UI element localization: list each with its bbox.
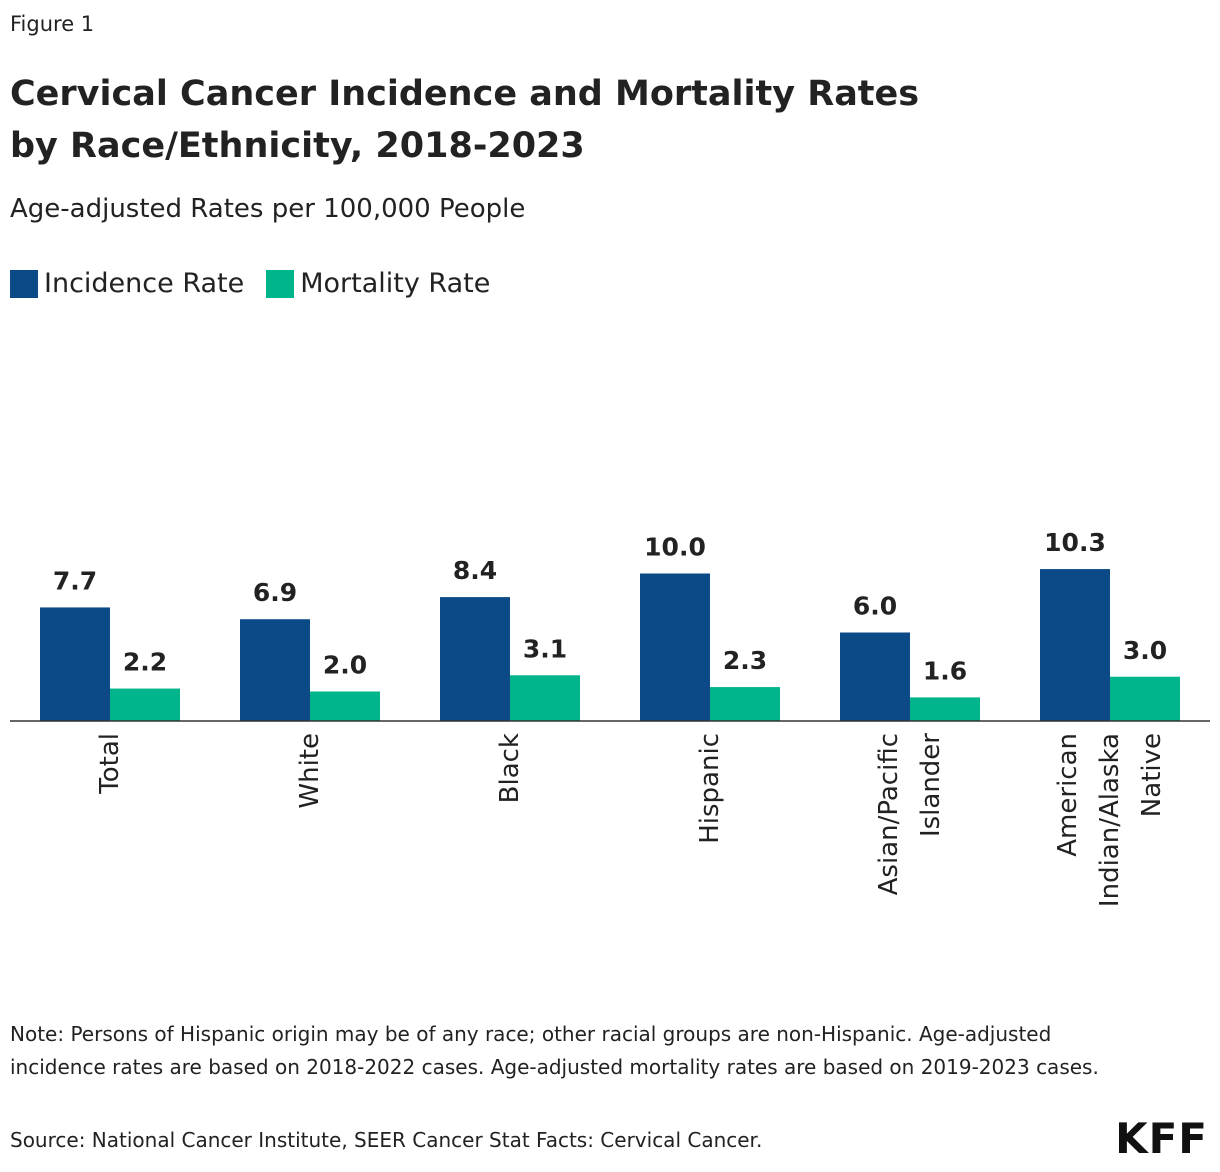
bar xyxy=(640,573,710,721)
bar xyxy=(240,619,310,721)
x-tick-label: Hispanic xyxy=(695,733,725,844)
chart-subtitle: Age-adjusted Rates per 100,000 People xyxy=(10,194,526,224)
legend: Incidence Rate Mortality Rate xyxy=(10,268,490,299)
value-label: 3.0 xyxy=(1123,636,1167,665)
legend-label: Mortality Rate xyxy=(300,268,491,299)
note: Note: Persons of Hispanic origin may be … xyxy=(10,1022,1099,1079)
figure-label: Figure 1 xyxy=(10,12,95,36)
bar xyxy=(1110,676,1180,721)
x-tick-label: White xyxy=(295,733,325,809)
bar xyxy=(40,607,110,721)
legend-label: Incidence Rate xyxy=(44,268,245,299)
logo: KFF xyxy=(1115,1114,1208,1163)
bar xyxy=(510,675,580,721)
value-label: 7.7 xyxy=(53,566,97,595)
bar xyxy=(1040,569,1110,721)
x-tick-label: Asian/Pacific Islander xyxy=(874,733,946,896)
bar xyxy=(710,687,780,721)
bar xyxy=(310,691,380,721)
legend-item: Incidence Rate xyxy=(10,268,244,299)
chart-title: Cervical Cancer Incidence and Mortality … xyxy=(10,74,920,166)
value-label: 2.3 xyxy=(723,646,767,675)
value-label: 8.4 xyxy=(453,556,497,585)
bar xyxy=(910,697,980,721)
bar xyxy=(440,597,510,721)
legend-swatch xyxy=(10,269,38,298)
value-label: 6.9 xyxy=(253,578,297,607)
legend-item: Mortality Rate xyxy=(266,268,490,299)
bar xyxy=(110,688,180,721)
value-label: 6.0 xyxy=(853,592,897,621)
x-tick-label: American Indian/Alaska Native xyxy=(1053,733,1167,908)
value-label: 2.2 xyxy=(123,648,167,677)
x-tick-label: Black xyxy=(495,733,525,804)
x-tick-label: Total xyxy=(95,733,125,794)
value-label: 10.3 xyxy=(1044,528,1106,557)
value-label: 3.1 xyxy=(523,634,567,663)
legend-swatch xyxy=(266,269,295,298)
value-label: 1.6 xyxy=(923,656,967,685)
source: Source: National Cancer Institute, SEER … xyxy=(10,1128,763,1152)
bar xyxy=(840,632,910,721)
value-label: 10.0 xyxy=(644,533,706,562)
value-label: 2.0 xyxy=(323,651,367,680)
